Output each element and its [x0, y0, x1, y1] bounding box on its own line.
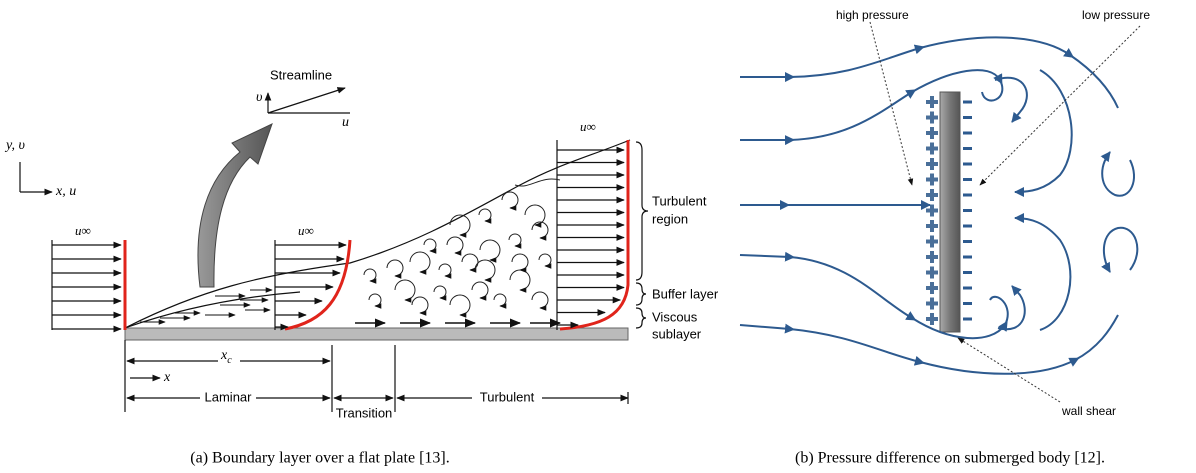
velocity-profile: [284, 239, 352, 331]
eddy: [501, 191, 519, 211]
vortex: [997, 285, 1026, 331]
plus-sign: [926, 189, 938, 201]
plus-sign: [926, 111, 938, 124]
caption: (b) Pressure difference on submerged bod…: [795, 450, 1105, 467]
low-pressure-label: low pressure: [1082, 8, 1150, 22]
plus-sign: [926, 266, 938, 279]
xc-label: xc: [220, 348, 232, 366]
region-label: Turbulent: [652, 193, 707, 208]
plus-sign: [926, 173, 938, 186]
eddy: [409, 251, 431, 275]
laminar-edge: [124, 291, 301, 329]
pointer: [979, 25, 1141, 186]
plus-sign: [926, 297, 938, 310]
eddy: [531, 221, 549, 241]
eddy: [449, 294, 471, 318]
eddy: [471, 281, 489, 301]
vortex: [1014, 69, 1073, 197]
freestream-label: u∞: [580, 119, 596, 134]
eddy: [514, 178, 561, 187]
brace: [635, 307, 647, 329]
xc-sub: c: [227, 355, 232, 366]
streamline: [740, 36, 1119, 109]
panel-b: high pressure low pressure wall shear (b…: [739, 8, 1150, 467]
eddy: [508, 233, 522, 249]
vortex: [1014, 213, 1072, 331]
plus-sign: [926, 204, 938, 217]
streamline: [739, 251, 1009, 340]
plus-sign: [926, 235, 938, 248]
x-axis-label: x, u: [55, 184, 76, 199]
eddies: [363, 178, 561, 318]
zoom-arrow: [197, 123, 273, 288]
streamline-label: Streamline: [270, 67, 332, 82]
plus-sign: [926, 142, 938, 155]
eddy: [386, 259, 404, 279]
eddy: [478, 208, 492, 224]
region-label: Buffer layer: [652, 286, 719, 301]
vortex: [1101, 226, 1139, 273]
eddy: [363, 268, 377, 284]
u-label: u: [342, 115, 349, 130]
eddy: [509, 269, 531, 293]
region-label: sublayer: [652, 326, 702, 341]
eddy: [524, 204, 546, 228]
eddy: [479, 239, 501, 263]
pointer: [869, 21, 914, 186]
eddy: [511, 253, 529, 273]
label-bg: [218, 348, 240, 366]
region-label: Viscous: [652, 309, 698, 324]
y-axis-label: y, υ: [4, 138, 25, 153]
eddy: [433, 285, 447, 301]
vortex: [1100, 151, 1135, 197]
eddy: [474, 259, 496, 283]
region-label: region: [652, 211, 688, 226]
panel-a: Streamline υ u y, υ x, u u∞ u∞ u∞ Turbul…: [4, 67, 719, 466]
vortex: [994, 76, 1028, 123]
brace: [635, 282, 647, 306]
velocity-profile: [559, 140, 630, 331]
streamline: [739, 314, 1119, 375]
turbulent-label: Turbulent: [480, 389, 535, 404]
eddy: [449, 214, 471, 238]
plus-sign: [926, 313, 938, 325]
wall-shear-label: wall shear: [1061, 404, 1116, 418]
submerged-body: [939, 91, 961, 333]
xc-base: x: [220, 348, 228, 363]
streamline-arrow: [267, 87, 346, 114]
brace: [635, 141, 649, 281]
flat-plate: [124, 327, 629, 341]
v-label: υ: [256, 90, 262, 105]
caption: (a) Boundary layer over a flat plate [13…: [190, 450, 449, 467]
freestream-label: u∞: [75, 223, 91, 238]
streamline: [740, 69, 1004, 146]
eddy: [538, 253, 552, 269]
eddy: [461, 253, 479, 273]
plus-sign: [926, 127, 938, 139]
x-label: x: [163, 370, 171, 385]
eddy: [493, 293, 507, 309]
pointer: [957, 337, 1061, 403]
eddy: [438, 263, 452, 279]
velocity-arrows: [52, 146, 625, 333]
eddy: [368, 293, 382, 309]
eddy: [531, 291, 549, 311]
transition-label: Transition: [336, 405, 393, 420]
high-pressure-label: high pressure: [836, 8, 909, 22]
eddy: [394, 279, 416, 303]
eddy: [423, 238, 437, 254]
label-bg: [472, 390, 542, 406]
laminar-label: Laminar: [205, 389, 253, 404]
plus-sign: [926, 158, 938, 170]
freestream-label: u∞: [298, 223, 314, 238]
plus-sign: [926, 220, 938, 232]
plus-sign: [926, 282, 938, 294]
eddy: [446, 236, 464, 256]
label-bg: [200, 390, 256, 406]
boundary-layer-edge: [124, 139, 631, 329]
plus-sign: [926, 251, 938, 263]
plus-sign: [926, 96, 938, 108]
eddy: [411, 296, 429, 316]
